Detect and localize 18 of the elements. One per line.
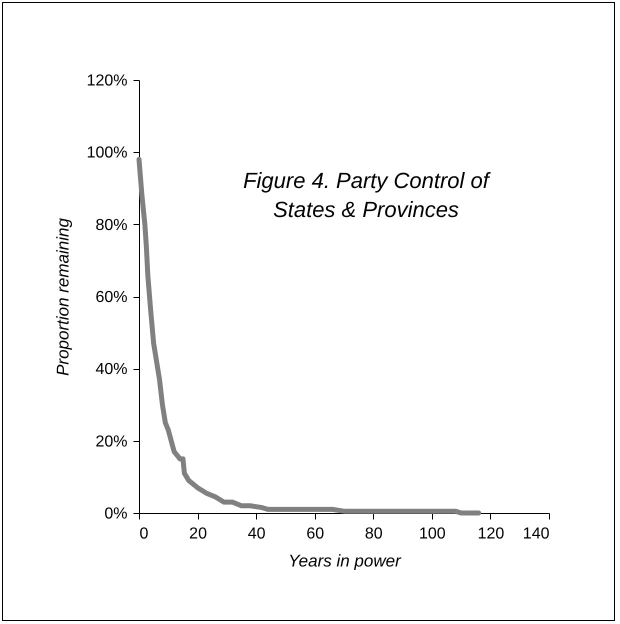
y-tick-label: 120% [86,72,128,90]
y-axis-title: Proportion remaining [54,218,73,376]
x-tick-label: 100 [419,526,446,542]
y-tick-label: 60% [95,289,128,306]
x-tick-label: 120 [478,526,504,542]
x-tick-label: 60 [306,526,324,542]
x-tick-label: 0 [140,526,148,542]
x-axis-title: Years in power [288,552,402,570]
x-tick-label: 20 [189,526,208,542]
x-tick-label: 140 [522,526,550,542]
y-tick-label: 40% [95,361,128,378]
y-tick-label: 0% [104,506,128,522]
x-tick-label: 40 [248,526,266,542]
y-tick-label: 100% [86,144,128,162]
text: Figure 4. Party Control of States & Provinces [243,168,492,222]
y-tick-label: 20% [95,433,128,450]
x-tick-label: 80 [364,526,383,542]
y-tick-label: 80% [95,216,128,234]
